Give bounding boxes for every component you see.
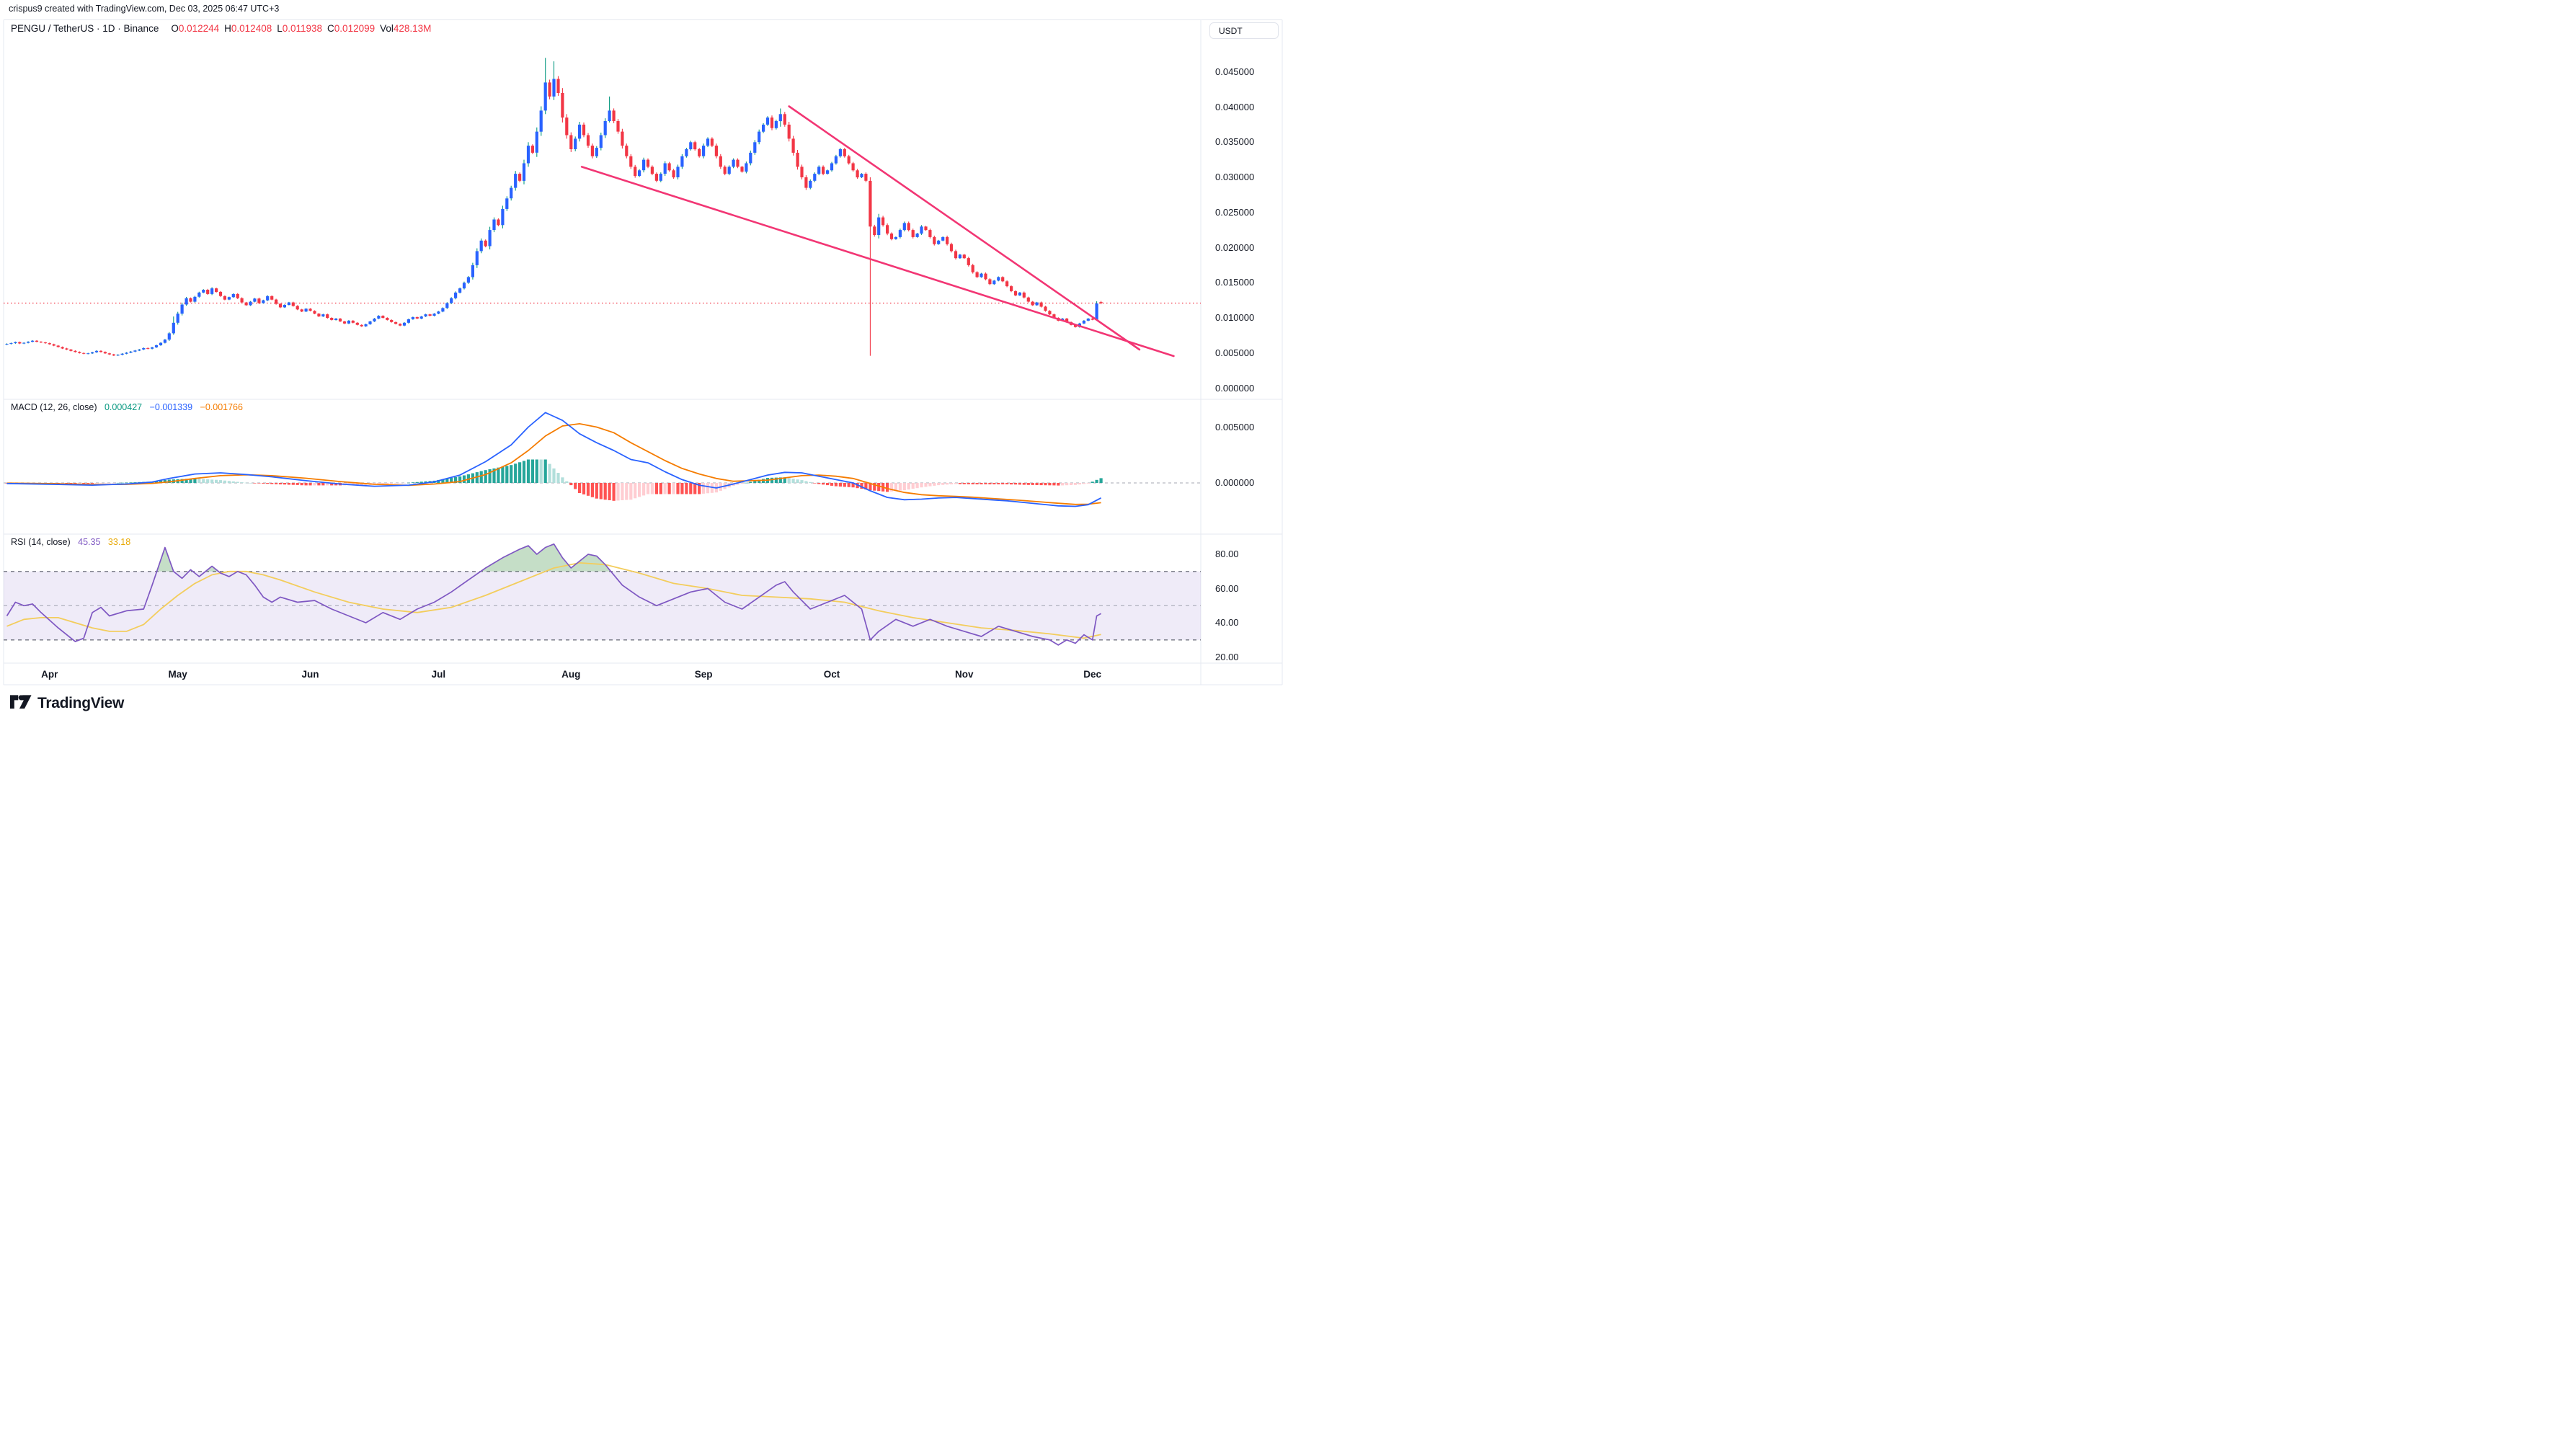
macd-title: MACD (12, 26, close) [11,402,97,412]
price-axis-tick: 0.045000 [1215,66,1255,77]
rsi-axis-tick: 60.00 [1215,582,1239,594]
price-axis-tick: 0.035000 [1215,136,1255,148]
tradingview-logo[interactable]: TradingView [10,695,124,712]
symbol-title[interactable]: PENGU / TetherUS · 1D · Binance [11,23,159,34]
volume-label: Vol [380,23,394,34]
tradingview-published-chart: crispus9 created with TradingView.com, D… [0,0,1288,728]
ohlc-low-label: L [277,23,283,34]
currency-button[interactable]: USDT [1209,22,1279,39]
rsi-axis-tick: 80.00 [1215,549,1239,559]
time-axis-month-aug: Aug [561,669,581,680]
macd-pane [4,412,1201,507]
time-axis-month-nov: Nov [955,669,974,680]
ohlc-close-label: C [327,23,334,34]
time-axis-month-dec: Dec [1083,669,1102,680]
chart-canvas[interactable] [0,0,1288,708]
time-axis-month-apr: Apr [41,669,58,680]
price-axis-tick: 0.000000 [1215,382,1255,394]
price-pane [4,58,1201,358]
macd-histogram-value: 0.000427 [104,402,143,412]
tradingview-logo-text: TradingView [37,695,125,711]
ohlc-open-label: O [171,23,179,34]
time-axis-month-sep: Sep [694,669,713,680]
price-axis-tick: 0.010000 [1215,312,1255,323]
chart-area: PENGU / TetherUS · 1D · Binance O0.012244… [0,0,1288,728]
ohlc-high-label: H [224,23,231,34]
price-axis-tick: 0.005000 [1215,347,1255,358]
price-axis-tick: 0.025000 [1215,206,1255,218]
rsi-pane [4,543,1201,646]
price-axis-tick: 0.020000 [1215,241,1255,253]
time-axis-month-oct: Oct [823,669,840,680]
rsi-axis-tick: 40.00 [1215,617,1239,628]
macd-line-value: −0.001339 [149,402,193,412]
ohlc-open-value: 0.012244 [178,23,220,34]
rsi-axis-tick: 20.00 [1215,651,1239,662]
price-axis-tick: 0.040000 [1215,101,1255,112]
rsi-ma-value: 33.18 [107,537,131,547]
rsi-pane-label: RSI (14, close) 45.35 33.18 [11,537,136,547]
ohlc-high-value: 0.012408 [231,23,272,34]
rsi-value: 45.35 [78,537,101,547]
ohlc-low-value: 0.011938 [282,23,323,34]
volume-value: 428.13M [393,23,432,34]
time-axis-month-may: May [168,669,187,680]
tradingview-logo-icon [10,695,32,709]
time-axis-month-jul: Jul [431,669,446,680]
time-axis-month-jun: Jun [301,669,319,680]
chart-frame [3,19,1283,685]
attribution-text: crispus9 created with TradingView.com, D… [9,4,280,14]
price-axis-tick: 0.030000 [1215,172,1255,182]
rsi-title: RSI (14, close) [11,537,71,547]
price-axis-tick: 0.015000 [1215,277,1255,288]
macd-signal-value: −0.001766 [200,402,243,412]
macd-pane-label: MACD (12, 26, close) 0.000427 −0.001339 … [11,402,248,412]
macd-axis-tick: 0.005000 [1215,421,1255,432]
ohlc-close-value: 0.012099 [334,23,376,34]
symbol-header: PENGU / TetherUS · 1D · Binance O0.012244… [11,23,431,34]
macd-axis-tick: 0.000000 [1215,477,1255,488]
